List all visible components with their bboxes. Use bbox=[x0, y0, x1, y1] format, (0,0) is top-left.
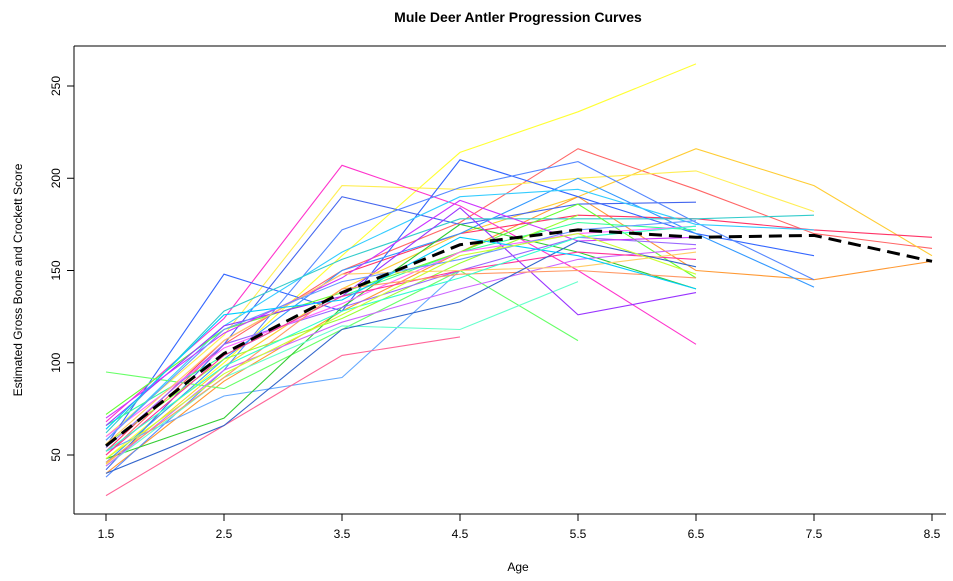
x-tick-label-1: 1.5 bbox=[98, 527, 115, 541]
series-line-12 bbox=[105, 270, 461, 452]
series-line-31 bbox=[105, 220, 697, 441]
series-line-2 bbox=[105, 148, 933, 456]
chart-title: Mule Deer Antler Progression Curves bbox=[394, 9, 642, 25]
y-axis-label: Estimated Gross Boone and Crockett Score bbox=[11, 163, 25, 396]
series-line-21 bbox=[105, 207, 697, 426]
x-axis-label: Age bbox=[507, 560, 529, 574]
series-line-20 bbox=[105, 281, 579, 467]
y-axis: 50 100 150 200 250 bbox=[49, 76, 74, 462]
x-axis: 1.5 2.5 3.5 4.5 5.5 6.5 7.5 8.5 bbox=[98, 514, 941, 541]
series-line-25 bbox=[105, 225, 697, 438]
x-tick-label-2: 2.5 bbox=[216, 527, 233, 541]
series-line-18 bbox=[105, 214, 579, 445]
x-tick-label-8: 8.5 bbox=[924, 527, 941, 541]
x-tick-label-3: 3.5 bbox=[334, 527, 351, 541]
series-line-23 bbox=[105, 247, 697, 467]
series-line-6 bbox=[105, 170, 815, 438]
series-line-14 bbox=[105, 214, 815, 434]
series-line-7 bbox=[105, 164, 697, 423]
y-tick-label-4: 200 bbox=[49, 168, 63, 188]
x-tick-label-6: 6.5 bbox=[688, 527, 705, 541]
average-layer bbox=[105, 228, 933, 447]
y-tick-label-3: 150 bbox=[49, 260, 63, 280]
series-line-26 bbox=[105, 336, 461, 497]
series-layer bbox=[105, 63, 933, 497]
series-line-29 bbox=[105, 251, 697, 445]
series-line-13 bbox=[105, 188, 815, 441]
series-line-34 bbox=[105, 233, 697, 460]
x-tick-label-5: 5.5 bbox=[570, 527, 587, 541]
series-line-5 bbox=[105, 214, 933, 452]
series-line-1 bbox=[105, 63, 697, 460]
series-line-17 bbox=[105, 223, 697, 460]
series-line-9 bbox=[105, 196, 697, 471]
x-tick-label-4: 4.5 bbox=[452, 527, 469, 541]
series-line-33 bbox=[105, 225, 697, 452]
series-line-28 bbox=[105, 269, 697, 463]
y-tick-label-2: 100 bbox=[49, 352, 63, 372]
x-tick-label-7: 7.5 bbox=[806, 527, 823, 541]
y-tick-label-1: 50 bbox=[49, 448, 63, 462]
series-line-30 bbox=[105, 240, 697, 474]
average-line bbox=[105, 228, 933, 447]
y-tick-label-5: 250 bbox=[49, 76, 63, 96]
series-line-27 bbox=[105, 251, 697, 456]
series-line-8 bbox=[105, 159, 815, 447]
series-line-3 bbox=[105, 148, 933, 465]
series-line-22 bbox=[105, 236, 697, 449]
series-line-11 bbox=[105, 177, 815, 463]
